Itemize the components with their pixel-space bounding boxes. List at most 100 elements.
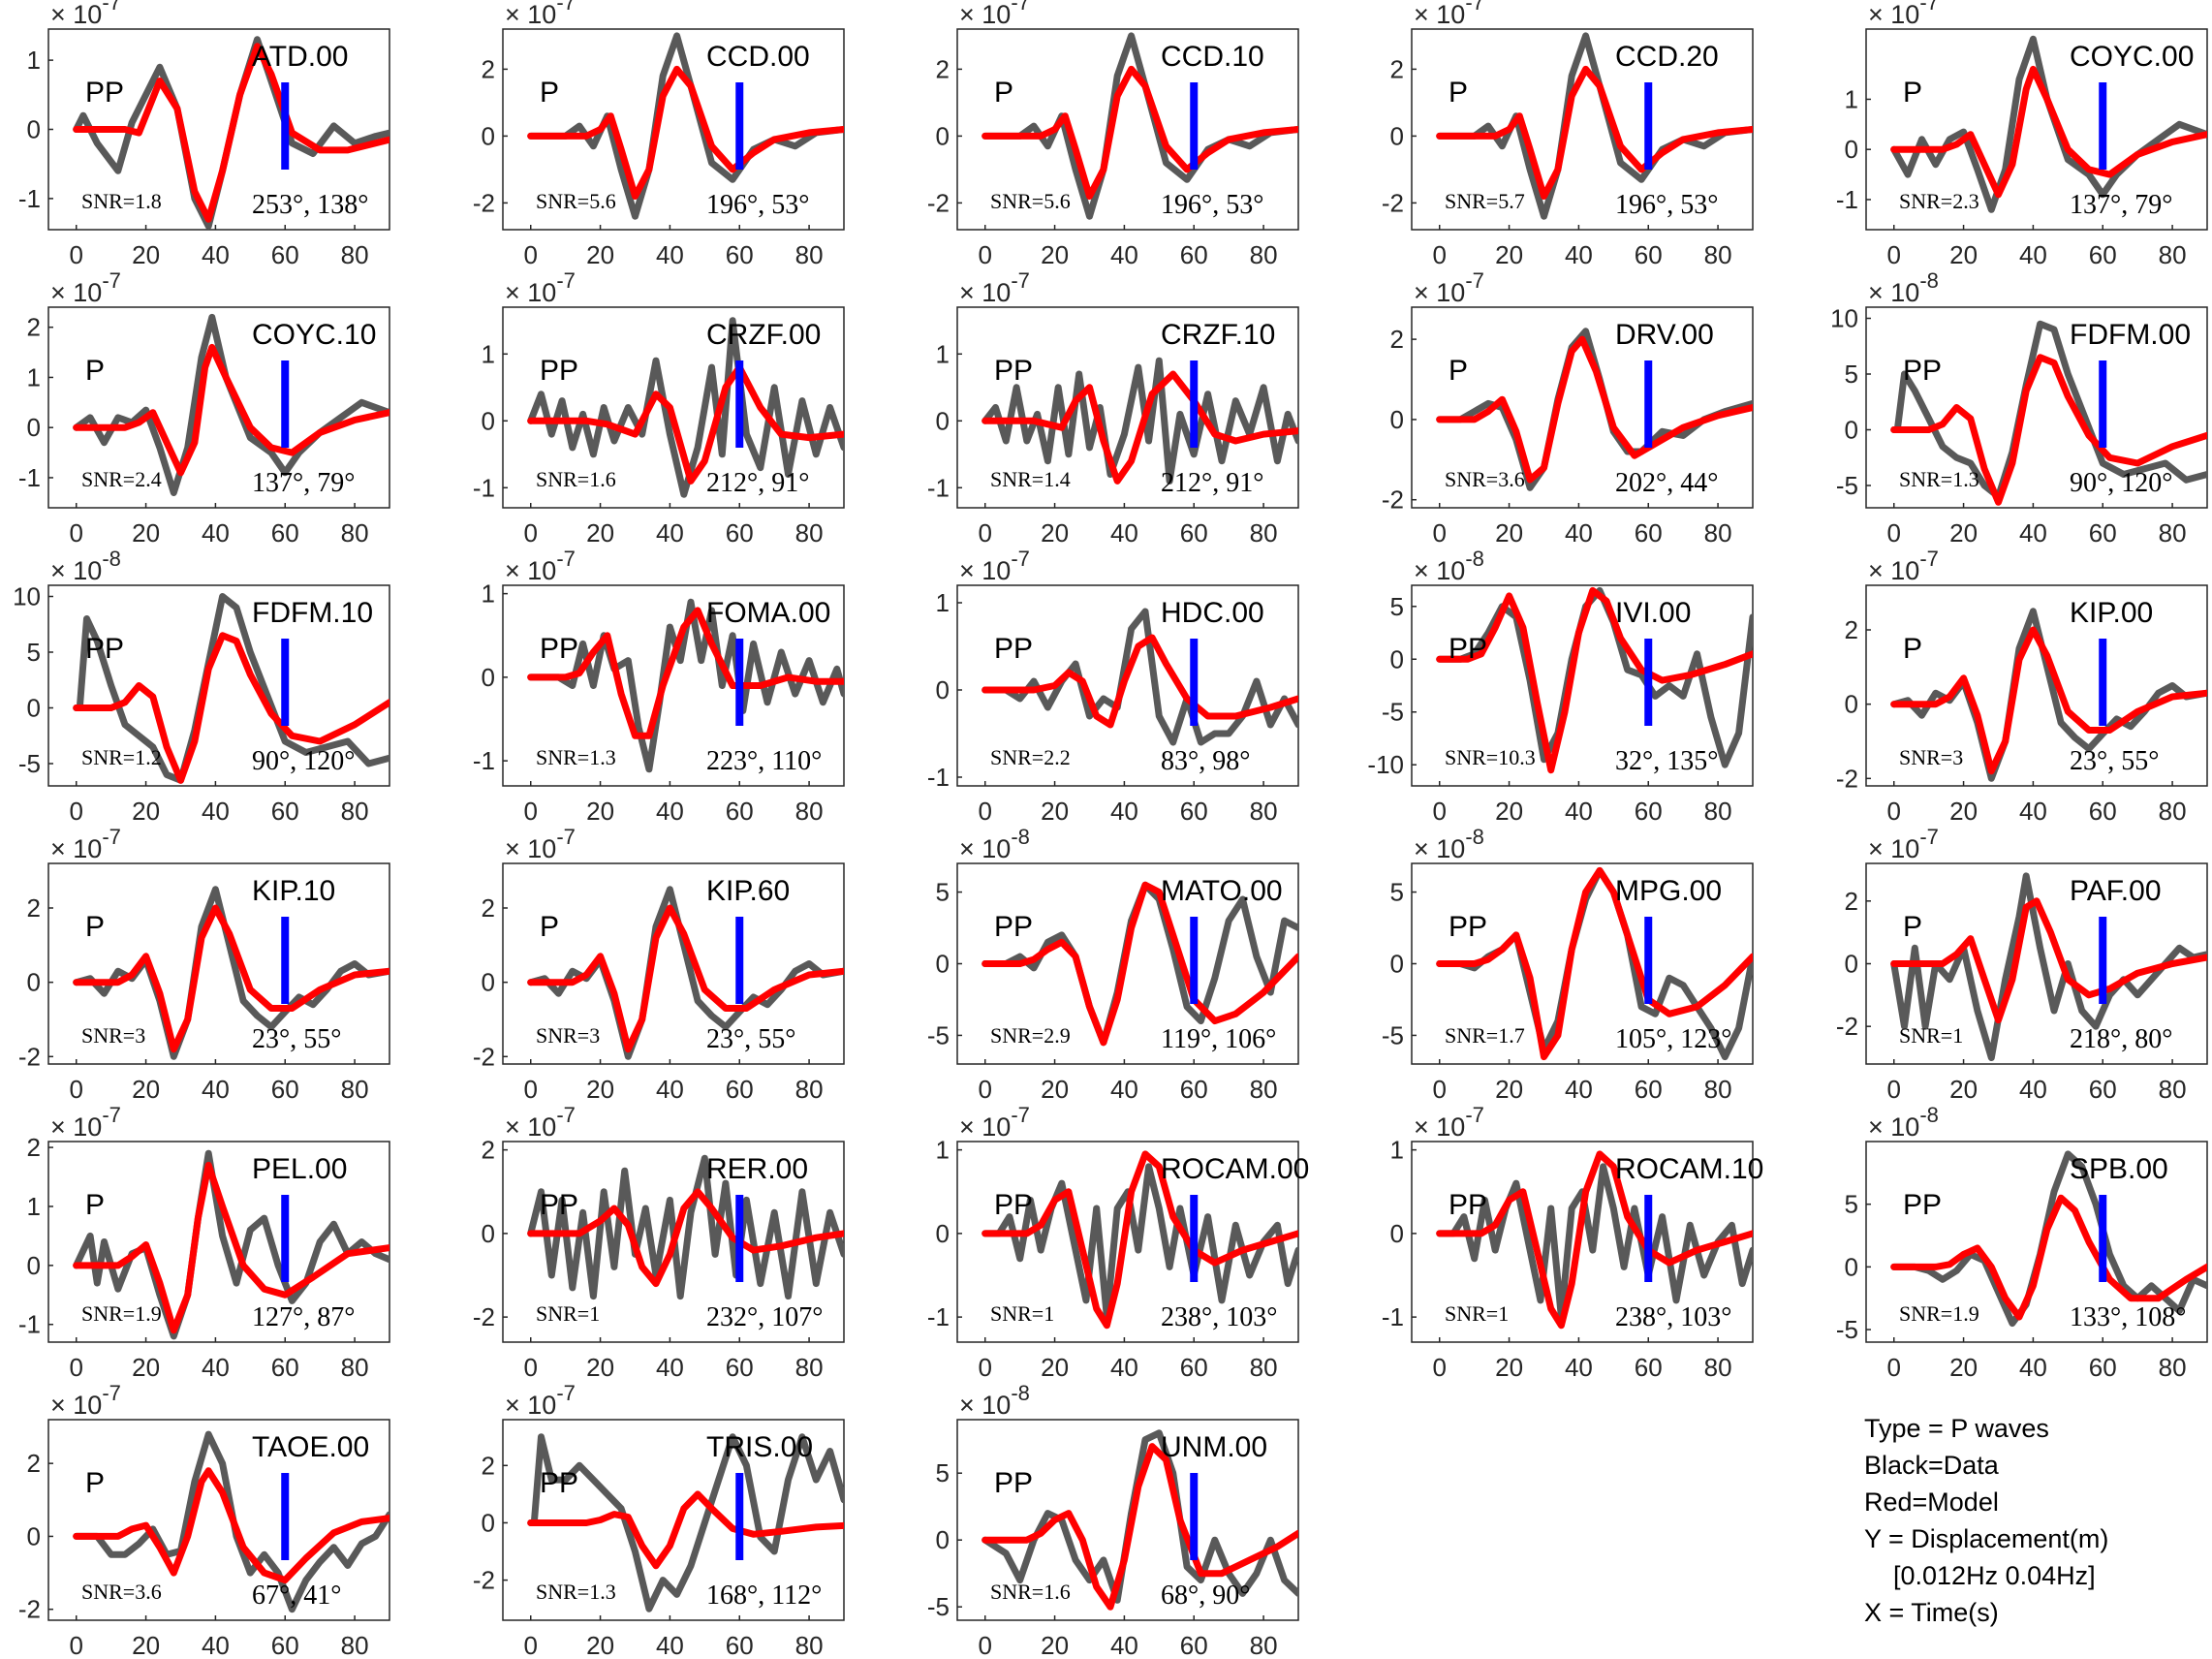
axes-frame	[47, 306, 390, 509]
phase-label: P	[85, 1467, 105, 1499]
exponent-label: × 10-7	[505, 1103, 576, 1142]
y-tick-label: -1	[18, 184, 41, 213]
station-label: CCD.10	[1161, 41, 1264, 73]
station-label: KIP.00	[2070, 597, 2153, 629]
angles-label: 83°, 98°	[1161, 746, 1250, 776]
x-tick-label: 40	[1565, 1353, 1593, 1382]
legend-black: Black=Data	[1864, 1451, 1999, 1480]
x-tick-label: 80	[795, 518, 824, 548]
exponent-value: -8	[1011, 1381, 1030, 1405]
y-tick-label: 5	[27, 638, 41, 667]
x-tick-label: 20	[1495, 518, 1523, 548]
y-tick-label: 1	[936, 1136, 950, 1165]
x-tick-label: 20	[132, 518, 160, 548]
exponent-value: -7	[1465, 1103, 1484, 1127]
snr-label: SNR=1.2	[81, 745, 162, 769]
y-tick-label: -2	[473, 188, 495, 217]
legend-type: Type = P waves	[1864, 1414, 2049, 1443]
x-tick-label: 0	[524, 1075, 538, 1104]
x-tick-label: 20	[1949, 240, 1978, 269]
y-tick-label: 0	[482, 1508, 495, 1537]
x-tick-label: 60	[1635, 240, 1663, 269]
x-tick-label: 40	[202, 240, 230, 269]
y-tick-label: 1	[1390, 1136, 1404, 1165]
panel-ivi-00: × 10-8 -10 -5 0 5 0 20 40 60 80 IVI.00 PP SNR=10.3 32…	[1367, 547, 1754, 826]
axes-frame	[47, 584, 390, 787]
axes-frame	[956, 306, 1299, 509]
x-tick-label: 20	[1949, 1353, 1978, 1382]
y-tick-label: 0	[27, 413, 41, 442]
phase-label: P	[1903, 911, 1922, 943]
y-tick-label: 2	[1390, 325, 1404, 354]
y-tick-label: 0	[1390, 1219, 1404, 1248]
x-tick-label: 60	[726, 1075, 754, 1104]
x-tick-label: 80	[795, 1631, 824, 1659]
x-tick-label: 0	[979, 518, 992, 548]
angles-label: 212°, 91°	[1161, 468, 1263, 498]
exponent-value: -7	[1465, 268, 1484, 293]
model-trace	[73, 43, 389, 223]
legend-y: Y = Displacement(m)	[1864, 1524, 2109, 1553]
phase-label: PP	[540, 1189, 578, 1221]
axes-frame	[502, 862, 845, 1065]
snr-label: SNR=1.7	[1445, 1023, 1525, 1048]
x-tick-label: 40	[1565, 240, 1593, 269]
x-tick-label: 0	[1887, 1075, 1901, 1104]
axes-frame	[956, 1141, 1299, 1343]
exponent-label: × 10-7	[1868, 825, 1939, 863]
x-tick-label: 80	[1250, 518, 1278, 548]
y-tick-label: 1	[27, 1192, 41, 1221]
x-tick-label: 80	[2159, 1075, 2187, 1104]
exponent-value: -7	[102, 1381, 121, 1405]
x-tick-label: 80	[1250, 1353, 1278, 1382]
y-tick-label: -1	[1836, 185, 1858, 214]
axes-frame	[1865, 28, 2208, 231]
station-label: IVI.00	[1615, 597, 1691, 629]
y-tick-label: -2	[1382, 188, 1404, 217]
angles-label: 137°, 79°	[2070, 190, 2172, 220]
model-trace	[981, 1150, 1298, 1330]
y-tick-label: -1	[927, 763, 950, 792]
x-tick-label: 0	[1433, 1353, 1447, 1382]
y-tick-label: -2	[18, 1042, 41, 1071]
model-trace	[1890, 65, 2207, 199]
angles-label: 67°, 41°	[252, 1581, 341, 1611]
x-tick-label: 0	[1887, 518, 1901, 548]
x-tick-label: 40	[1110, 1353, 1138, 1382]
y-tick-label: 2	[482, 1136, 495, 1165]
exponent-label: × 10-7	[1868, 547, 1939, 585]
angles-label: 90°, 120°	[252, 746, 355, 776]
x-tick-label: 80	[1704, 240, 1732, 269]
x-tick-label: 20	[1495, 1353, 1523, 1382]
y-tick-label: 0	[27, 1521, 41, 1550]
model-trace	[981, 634, 1298, 729]
y-tick-label: 2	[27, 893, 41, 923]
x-tick-label: 60	[1180, 1075, 1208, 1104]
y-tick-label: 5	[1390, 592, 1404, 621]
phase-label: P	[1449, 355, 1468, 387]
x-tick-label: 0	[979, 240, 992, 269]
exponent-value: -8	[1919, 268, 1939, 293]
y-tick-label: 0	[482, 1219, 495, 1248]
x-tick-label: 20	[1495, 797, 1523, 826]
exponent-label: × 10-7	[1414, 268, 1484, 307]
snr-label: SNR=3	[536, 1023, 600, 1048]
x-tick-label: 0	[524, 1631, 538, 1659]
exponent-value: -7	[102, 1103, 121, 1127]
x-tick-label: 20	[1041, 1631, 1069, 1659]
angles-label: 137°, 79°	[252, 468, 355, 498]
x-tick-label: 20	[132, 1631, 160, 1659]
x-tick-label: 80	[1704, 797, 1732, 826]
x-tick-label: 80	[1250, 797, 1278, 826]
x-tick-label: 60	[2089, 1353, 2117, 1382]
y-tick-label: 2	[1845, 615, 1858, 644]
x-tick-label: 40	[656, 518, 684, 548]
model-trace	[527, 65, 844, 200]
exponent-label: × 10-7	[505, 0, 576, 29]
axes-frame	[47, 862, 390, 1065]
y-tick-label: -2	[927, 188, 950, 217]
